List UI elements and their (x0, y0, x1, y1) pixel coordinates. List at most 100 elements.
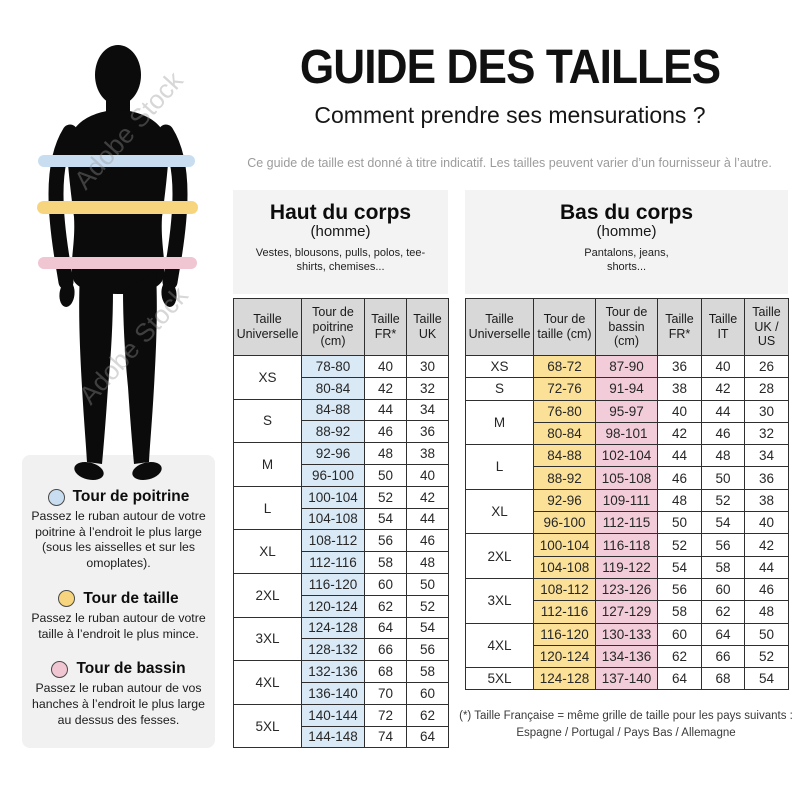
column-header: Taille FR* (657, 298, 702, 356)
table-cell: 70 (364, 681, 407, 705)
table-cell: 132-136 (301, 660, 365, 683)
size-cell: 4XL (233, 660, 302, 705)
waist-measure-band (37, 201, 198, 214)
table-row: 5XL 140-144 72 62 (233, 703, 449, 749)
table-cell: 134-136 (595, 644, 658, 669)
table-row: 96-100 50 40 (234, 463, 449, 487)
table-cell: 40 (744, 511, 789, 535)
hips-color-dot-icon (51, 660, 69, 678)
legend-item-waist: Tour de taille Passez le ruban autour de… (22, 590, 215, 642)
table-row: 144-148 74 64 (234, 725, 449, 749)
column-header: Tour de taille (cm) (533, 298, 596, 356)
legend-item-chest: Tour de poitrine Passez le ruban autour … (22, 488, 215, 572)
table-cell: 68-72 (533, 354, 596, 379)
table-cell: 42 (364, 376, 407, 400)
table-cell: 42 (406, 485, 449, 509)
table-row: S 84-88 44 34 (233, 398, 449, 444)
table-cell: 80-84 (533, 421, 596, 446)
table-row: 2XL 100-104 116-118 52 56 42 (465, 533, 789, 579)
table-cell: 62 (364, 594, 407, 618)
size-cell: L (233, 485, 302, 531)
table-cell: 88-92 (301, 420, 365, 444)
section-gender: (homme) (310, 223, 371, 240)
table-cell: 62 (701, 600, 745, 624)
table-cell: 64 (701, 622, 745, 646)
table-cell: 108-112 (301, 529, 365, 553)
page-title: GUIDE DES TAILLES (299, 41, 721, 94)
table-cell: 127-129 (595, 600, 658, 624)
chest-color-dot-icon (47, 488, 65, 506)
table-row: 120-124 62 52 (234, 594, 449, 618)
table-cell: 109-111 (595, 488, 658, 513)
table-cell: 36 (657, 354, 702, 379)
table-cell: 48 (657, 488, 702, 513)
table-row: 112-116 58 48 (234, 551, 449, 574)
table-row: XL 108-112 56 46 (233, 529, 449, 574)
table-cell: 56 (406, 638, 449, 662)
table-cell: 100-104 (533, 533, 596, 557)
table-cell: 136-140 (301, 681, 365, 705)
table-row: 136-140 70 60 (234, 681, 449, 705)
table-cell: 64 (406, 725, 449, 749)
section-title: Bas du corps (559, 201, 694, 224)
table-cell: 120-124 (301, 594, 365, 618)
table-cell: 92-96 (533, 488, 596, 513)
legend-title: Tour de taille (83, 589, 179, 607)
chest-measure-band (38, 155, 195, 167)
table-cell: 44 (406, 507, 449, 531)
table-cell: 52 (701, 488, 745, 513)
table-cell: 40 (364, 355, 407, 378)
table-cell: 38 (657, 377, 702, 401)
table-cell: 116-120 (301, 572, 365, 596)
table-cell: 50 (406, 572, 449, 596)
table-cell: 52 (406, 594, 449, 618)
table-cell: 48 (744, 600, 789, 624)
table-cell: 42 (744, 533, 789, 557)
table-row: 5XL 124-128 137-140 64 68 54 (465, 667, 789, 691)
table-cell: 32 (744, 421, 789, 446)
table-cell: 30 (406, 355, 449, 378)
table-cell: 36 (744, 466, 789, 490)
table-cell: 76-80 (533, 399, 596, 423)
table-cell: 62 (406, 703, 449, 727)
table-row: 88-92 46 36 (234, 420, 449, 444)
table-cell: 52 (744, 644, 789, 669)
table-cell: 40 (701, 354, 745, 379)
table-cell: 54 (406, 616, 449, 640)
table-cell: 112-115 (595, 511, 658, 535)
column-header: Taille FR* (364, 298, 407, 356)
table-cell: 116-118 (595, 533, 658, 557)
table-row: 96-100 112-115 50 54 40 (466, 511, 789, 535)
column-header: Tour de poitrine (cm) (301, 298, 365, 356)
table-cell: 58 (701, 555, 745, 579)
table-cell: 44 (657, 444, 702, 468)
table-row: M 92-96 48 38 (233, 442, 449, 487)
table-cell: 116-120 (533, 622, 596, 646)
table-cell: 38 (406, 442, 449, 465)
table-cell: 137-140 (595, 667, 658, 691)
table-cell: 44 (744, 555, 789, 579)
table-cell: 124-128 (301, 616, 365, 640)
table-row: XL 92-96 109-111 48 52 38 (465, 488, 789, 535)
legend-item-hips: Tour de bassin Passez le ruban autour de… (22, 660, 215, 728)
table-cell: 119-122 (595, 555, 658, 579)
table-cell: 46 (364, 420, 407, 444)
size-cell: S (233, 398, 302, 444)
table-row: L 100-104 52 42 (233, 485, 449, 531)
size-cell: 4XL (465, 622, 534, 669)
legend-title: Tour de poitrine (72, 488, 190, 505)
table-cell: 112-116 (533, 600, 596, 624)
legend-description: Passez le ruban autour de votre taille à… (31, 610, 206, 641)
size-cell: XL (233, 529, 302, 574)
table-cell: 91-94 (595, 377, 658, 401)
table-cell: 104-108 (301, 507, 365, 531)
table-cell: 87-90 (595, 354, 658, 379)
table-cell: 30 (744, 399, 789, 423)
size-cell: 2XL (233, 572, 302, 618)
table-cell: 66 (364, 638, 407, 662)
table-cell: 123-126 (595, 577, 658, 602)
footnote: (*) Taille Française = même grille de ta… (446, 708, 800, 741)
table-cell: 74 (364, 725, 407, 749)
table-cell: 36 (406, 420, 449, 444)
table-cell: 120-124 (533, 644, 596, 669)
